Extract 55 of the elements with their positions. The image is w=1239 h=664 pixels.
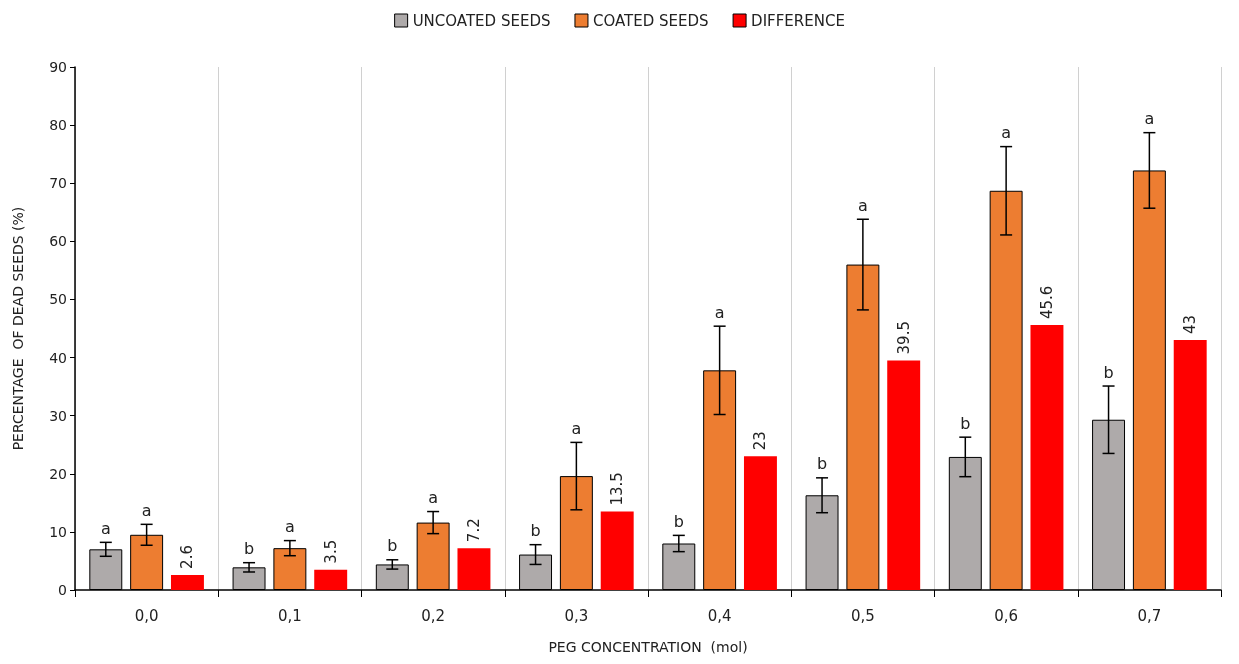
- bar: [1030, 325, 1064, 590]
- data-label: 3.5: [321, 539, 340, 564]
- bar: [743, 456, 777, 590]
- y-tick-label: 20: [49, 465, 67, 482]
- y-tick-label: 30: [49, 407, 67, 424]
- data-label: b: [530, 521, 541, 541]
- bar: [457, 548, 491, 590]
- x-tick-label: 0,0: [134, 606, 159, 625]
- y-tick-label: 70: [49, 175, 67, 192]
- x-axis-title: PEG CONCENTRATION (mol): [548, 639, 748, 655]
- y-tick-label: 90: [49, 59, 67, 75]
- y-tick-label: 60: [49, 233, 67, 250]
- y-axis-title: PERCENTAGE OF DEAD SEEDS (%): [10, 206, 26, 451]
- data-label: 45.6: [1037, 285, 1056, 320]
- data-label: a: [1001, 123, 1012, 143]
- data-label: 43: [1181, 315, 1200, 335]
- data-label: b: [673, 511, 684, 531]
- data-label: a: [141, 500, 152, 520]
- data-label: 7.2: [464, 518, 483, 543]
- data-label: a: [284, 517, 295, 537]
- y-tick-label: 40: [49, 349, 67, 366]
- data-label: b: [1103, 362, 1114, 382]
- data-label: 13.5: [608, 472, 627, 506]
- data-label: 23: [751, 431, 770, 451]
- data-label: a: [571, 418, 582, 438]
- data-label: a: [100, 518, 111, 538]
- data-label: a: [857, 195, 868, 215]
- bar: [887, 360, 921, 590]
- x-tick-label: 0,4: [707, 606, 732, 625]
- bar: [600, 511, 634, 590]
- x-tick-label: 0,1: [277, 606, 302, 625]
- y-tick-label: 50: [49, 291, 67, 308]
- data-label: 39.5: [894, 321, 913, 355]
- data-label: b: [387, 536, 398, 556]
- legend-label: COATED SEEDS: [592, 11, 709, 30]
- x-tick-label: 0,6: [994, 606, 1019, 625]
- y-tick-label: 10: [49, 523, 67, 540]
- bar: [1173, 340, 1207, 590]
- bar: [314, 569, 348, 590]
- data-label: a: [428, 488, 439, 508]
- x-tick-label: 0,5: [850, 606, 875, 625]
- legend-label: UNCOATED SEEDS: [412, 11, 551, 30]
- data-label: 2.6: [178, 545, 197, 569]
- data-label: a: [1144, 109, 1155, 129]
- data-label: b: [816, 454, 828, 474]
- x-tick-label: 0,3: [564, 606, 589, 625]
- bar: [170, 574, 204, 590]
- x-tick-label: 0,2: [421, 606, 446, 625]
- y-tick-label: 0: [58, 582, 67, 598]
- data-label: b: [960, 413, 971, 433]
- data-label: b: [243, 539, 255, 559]
- y-tick-label: 80: [49, 117, 67, 134]
- legend-label: DIFFERENCE: [751, 11, 845, 30]
- data-label: a: [714, 302, 725, 322]
- x-tick-label: 0,7: [1137, 606, 1162, 625]
